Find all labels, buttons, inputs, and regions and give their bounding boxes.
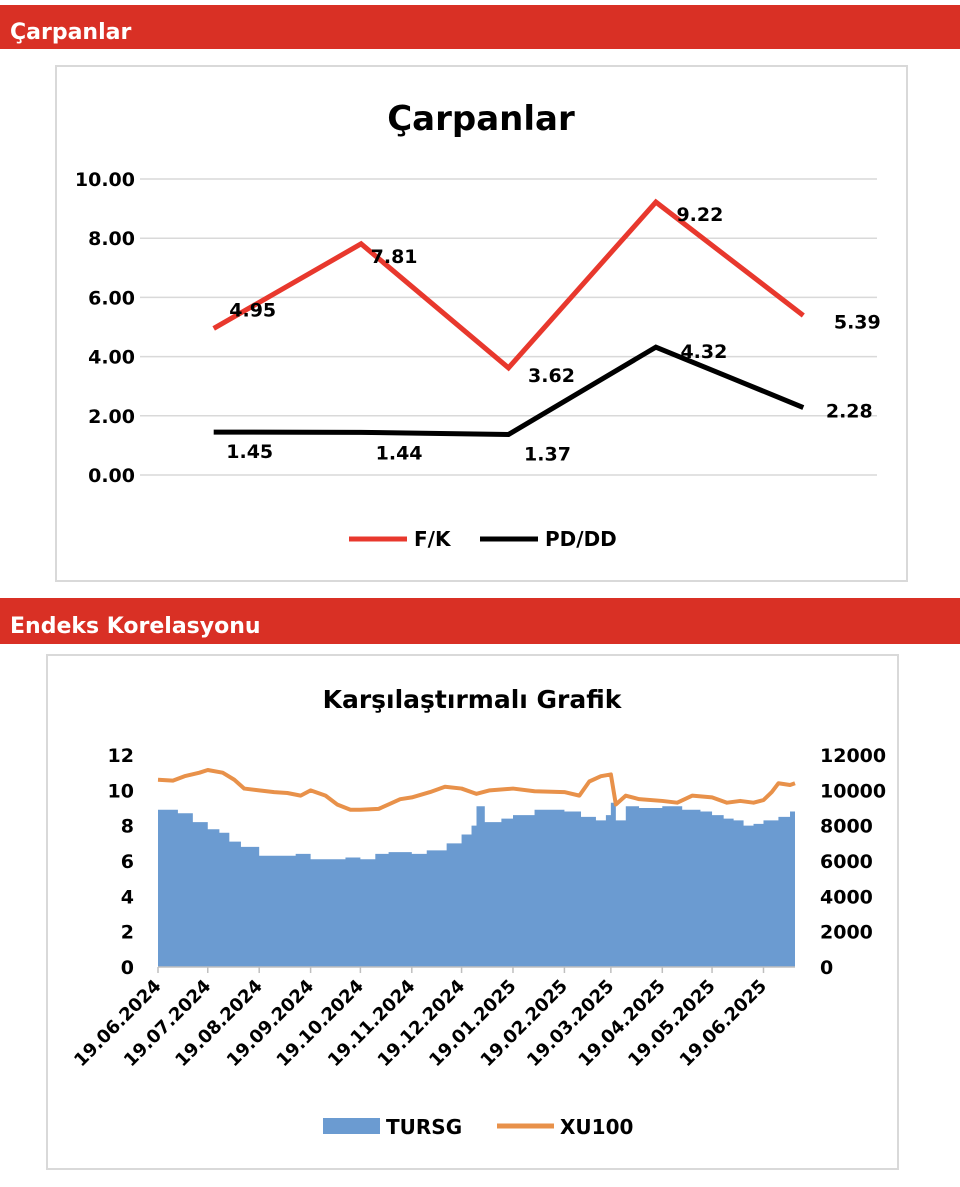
legend-pddd-label: PD/DD (545, 527, 617, 551)
legend-xu100-label: XU100 (560, 1115, 633, 1139)
x-tick-label: 19.06.2024 (70, 976, 165, 1071)
right-y-tick-label: 10000 (820, 780, 886, 802)
pddd-data-label: 1.37 (524, 443, 571, 465)
left-y-tick-label: 2 (121, 922, 134, 944)
legend-tursg-label: TURSG (386, 1115, 462, 1139)
x-tick-label: 19.12.2024 (374, 976, 469, 1071)
y-tick-label: 8.00 (88, 228, 135, 250)
index-correlation-section-header: Endeks Korelasyonu (0, 598, 960, 644)
fk-data-label: 9.22 (676, 204, 723, 226)
fk-data-label: 5.39 (834, 311, 881, 333)
y-tick-label: 6.00 (88, 287, 135, 309)
left-y-tick-label: 12 (108, 745, 134, 767)
left-y-tick-label: 8 (121, 816, 134, 838)
right-y-tick-label: 0 (820, 957, 833, 979)
multiples-chart-container: Çarpanlar 0.00 2.00 4.00 6.00 8.00 10.00 4.95 7.… (55, 65, 908, 582)
x-tick-label: 19.10.2024 (273, 976, 368, 1071)
chart-title: Karşılaştırmalı Grafik (323, 685, 623, 714)
right-y-tick-label: 12000 (820, 745, 886, 767)
xu100-series-line (157, 768, 796, 812)
legend-tursg-swatch (323, 1118, 380, 1134)
y-tick-label: 2.00 (88, 406, 135, 428)
fk-data-label: 3.62 (528, 365, 575, 387)
chart-title: Çarpanlar (387, 99, 575, 139)
multiples-line-chart: Çarpanlar 0.00 2.00 4.00 6.00 8.00 10.00 4.95 7.… (75, 99, 881, 551)
left-y-tick-label: 6 (121, 851, 134, 873)
multiples-section-header: Çarpanlar (0, 5, 960, 49)
y-tick-label: 0.00 (88, 465, 135, 487)
comparison-area-chart: Karşılaştırmalı Grafik 0 2 4 6 8 10 12 0 2000 4000… (70, 685, 886, 1139)
fk-data-label: 4.95 (229, 299, 276, 321)
y-tick-label: 4.00 (88, 347, 135, 369)
tursg-area (158, 802, 795, 967)
pddd-series-line (213, 344, 805, 437)
pddd-data-label: 1.44 (376, 442, 423, 464)
left-y-tick-label: 10 (108, 780, 134, 802)
right-y-tick-label: 2000 (820, 922, 873, 944)
comparison-chart-container: Karşılaştırmalı Grafik 0 2 4 6 8 10 12 0 2000 4000… (46, 654, 899, 1170)
legend-fk-label: F/K (414, 527, 452, 551)
x-tick-label: 19.07.2024 (120, 976, 215, 1071)
right-y-tick-label: 6000 (820, 851, 873, 873)
fk-data-label: 7.81 (371, 246, 418, 268)
y-tick-label: 10.00 (75, 169, 135, 191)
left-y-tick-label: 0 (121, 957, 134, 979)
right-y-tick-label: 8000 (820, 816, 873, 838)
pddd-data-label: 4.32 (680, 341, 727, 363)
pddd-data-label: 2.28 (826, 401, 873, 423)
pddd-data-label: 1.45 (226, 441, 273, 463)
left-y-tick-label: 4 (121, 886, 134, 908)
right-y-tick-label: 4000 (820, 886, 873, 908)
fk-series-line (212, 198, 805, 372)
x-tick-label: 19.05.2025 (624, 976, 719, 1071)
